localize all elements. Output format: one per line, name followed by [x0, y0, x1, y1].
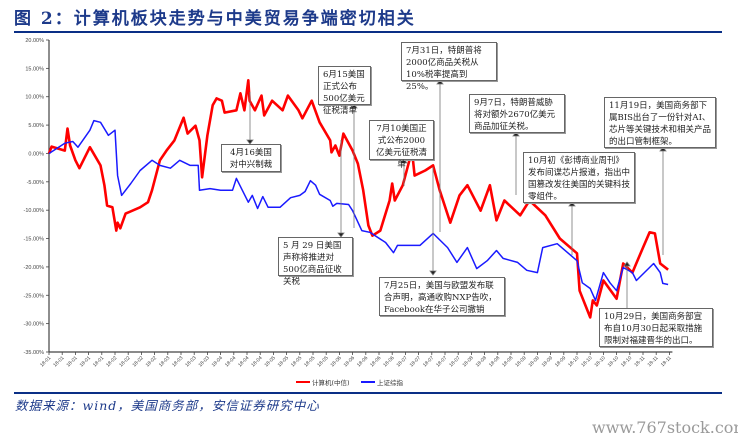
x-tick-label: 18-11: [660, 355, 673, 368]
arrow-head: [400, 158, 408, 164]
legend-label: 上证综指: [377, 379, 403, 387]
x-tick-label: 18-01: [66, 355, 79, 368]
y-tick-label: -5.00%: [27, 180, 45, 186]
x-tick-label: 18-03: [158, 355, 171, 368]
x-tick-label: 18-05: [277, 355, 290, 368]
x-tick-label: 18-05: [264, 355, 277, 368]
x-tick-label: 18-07: [409, 355, 422, 368]
arrow-head: [659, 146, 667, 152]
x-tick-label: 18-07: [396, 355, 409, 368]
arrow-head: [429, 270, 437, 276]
x-axis: 18-01 18-01 18-01 18-01 18-01 18-02 18-02 18-02…: [39, 351, 673, 368]
x-tick-label: 18-04: [237, 355, 250, 368]
y-tick-label: -15.00%: [24, 237, 45, 243]
x-tick-label: 18-09: [528, 355, 541, 368]
y-tick-label: 15.00%: [25, 66, 44, 72]
x-tick-label: 18-09: [554, 355, 567, 368]
y-tick-label: -20.00%: [24, 265, 45, 271]
x-tick-label: 18-06: [356, 355, 369, 368]
legend-swatch-blue: [361, 381, 375, 383]
x-tick-label: 18-03: [184, 355, 197, 368]
y-tick-label: 10.00%: [25, 95, 44, 101]
x-tick-label: 18-03: [198, 355, 211, 368]
x-tick-label: 18-11: [633, 355, 646, 368]
y-tick-label: -25.00%: [24, 293, 45, 299]
x-tick-label: 18-07: [448, 355, 461, 368]
annotation-zte-sanction: 4月16美国对中兴制裁: [221, 144, 281, 172]
arrow-head: [246, 139, 254, 145]
source-note: 数据来源：wind，美国商务部，安信证券研究中心: [15, 398, 320, 413]
arrow-head: [436, 79, 444, 85]
y-axis: 20.00% 15.00% 10.00% 5.00% 0.00% -5.00% -10.00…: [24, 38, 50, 356]
y-tick-label: 0.00%: [28, 151, 44, 157]
title-divider: [14, 31, 722, 33]
x-tick-label: 18-04: [250, 355, 263, 368]
x-tick-label: 18-09: [541, 355, 554, 368]
annotation-jun15-tariff-list: 6月15美国正式公布500亿美元征税清单: [318, 66, 371, 116]
annotation-jul25-us-eu: 7月25日，美国与欧盟发布联合声明，高通收购NXP告吹，Facebook在华子公…: [379, 277, 505, 316]
x-tick-label: 18-01: [92, 355, 105, 368]
figure-title: 图 2：计算机板块走势与中美贸易争端密切相关: [14, 9, 416, 29]
series-line-shanghai: [48, 119, 669, 302]
x-tick-label: 18-07: [422, 355, 435, 368]
y-tick-label: 5.00%: [28, 123, 44, 129]
legend-swatch-red: [296, 381, 310, 383]
x-tick-label: 18-02: [132, 355, 145, 368]
x-tick-label: 18-02: [118, 355, 131, 368]
x-tick-label: 18-02: [105, 355, 118, 368]
x-tick-label: 18-10: [620, 355, 633, 368]
x-tick-label: 18-08: [501, 355, 514, 368]
x-tick-label: 18-10: [607, 355, 620, 368]
x-tick-label: 18-06: [369, 355, 382, 368]
x-tick-label: 18-08: [475, 355, 488, 368]
x-tick-label: 18-05: [303, 355, 316, 368]
x-tick-label: 18-04: [211, 355, 224, 368]
annotation-oct29-jinhua: 10月29日，美国商务部宣布自10月30日起采取措施限制对福建晋华的出口。: [599, 308, 713, 347]
x-tick-label: 18-03: [171, 355, 184, 368]
x-tick-label: 18-10: [567, 355, 580, 368]
y-tick-label: -35.00%: [24, 350, 45, 356]
x-tick-label: 18-08: [488, 355, 501, 368]
y-tick-label: 20.00%: [25, 38, 44, 44]
annotation-jul31-tariff-raise: 7月31日，特朗普将2000亿商品关税从10%税率提高到25%。: [401, 42, 497, 92]
series-group: [47, 79, 669, 319]
watermark: www.767stock.com: [592, 418, 738, 437]
arrow-head: [568, 201, 576, 207]
y-tick-label: -30.00%: [24, 322, 45, 328]
x-tick-label: 18-08: [462, 355, 475, 368]
x-tick-label: 18-07: [435, 355, 448, 368]
arrow-head: [623, 261, 631, 267]
annotation-jul10-tariff-list: 7月10美国正式公布2000亿美元征税清单: [369, 120, 434, 170]
legend-item-computer: 计算机(中信): [296, 377, 350, 387]
x-tick-label: 18-04: [224, 355, 237, 368]
x-tick-label: 18-10: [580, 355, 593, 368]
x-tick-label: 18-09: [514, 355, 527, 368]
annotation-sep7-threat: 9月7日，特朗普威胁将对额外2670亿美元商品加征关税。: [469, 94, 565, 133]
series-line-computer: [47, 79, 669, 319]
x-tick-label: 18-06: [382, 355, 395, 368]
legend-label: 计算机(中信): [312, 379, 350, 387]
x-tick-label: 18-05: [316, 355, 329, 368]
x-tick-label: 18-06: [343, 355, 356, 368]
annotation-oct-bloomberg: 10月初《彭博商业周刊》发布间谍芯片报道，指出中国篡改发往美国的关键科技零组件。: [523, 152, 635, 203]
annotation-arrows: [246, 79, 667, 308]
y-tick-label: -10.00%: [24, 208, 45, 214]
arrow-head: [512, 131, 520, 137]
x-tick-label: 18-05: [290, 355, 303, 368]
bottom-divider: [14, 392, 722, 394]
annotation-may29-tariff: 5 月 29 日美国声称将推进对 500亿商品征收关税: [278, 237, 353, 287]
annotation-nov19-bis: 11月19日，美国商务部下属BIS出台了一份针对AI、芯片等关键技术和相关产品的…: [604, 97, 716, 148]
arrow-head: [350, 103, 358, 109]
legend-item-shanghai: 上证综指: [361, 377, 403, 387]
x-tick-label: 18-06: [330, 355, 343, 368]
x-tick-label: 18-01: [79, 355, 92, 368]
x-tick-label: 18-01: [52, 355, 65, 368]
x-tick-label: 18-11: [647, 355, 660, 368]
x-tick-label: 18-01: [39, 355, 52, 368]
arrow-head: [337, 232, 345, 238]
x-tick-label: 18-10: [594, 355, 607, 368]
x-tick-label: 18-02: [145, 355, 158, 368]
